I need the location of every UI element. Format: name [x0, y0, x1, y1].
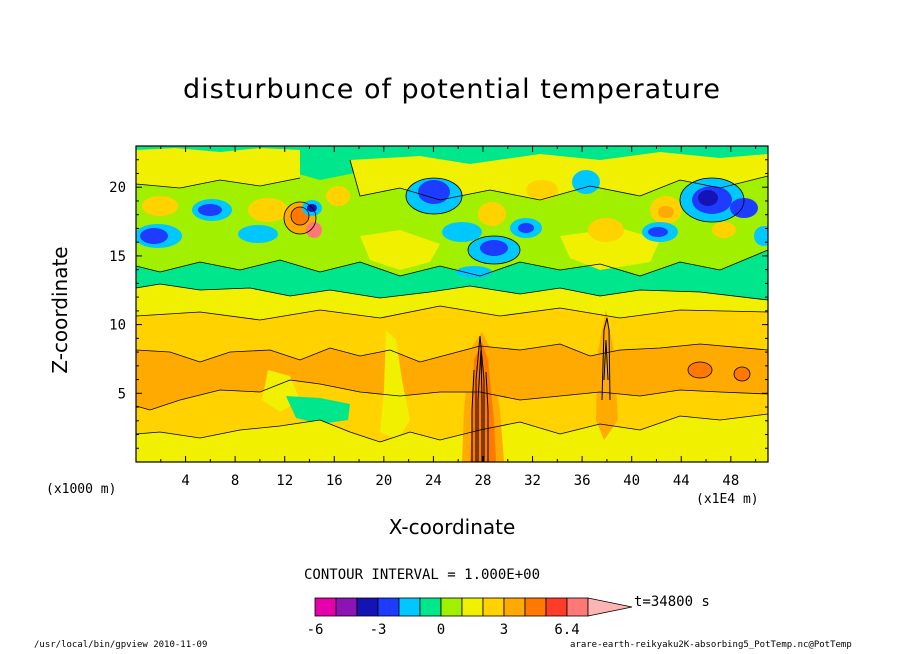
blob-blue	[198, 204, 222, 216]
x-tick-label: 8	[231, 473, 239, 489]
colorbar-swatch	[398, 597, 421, 617]
blob-darkblue	[698, 190, 718, 206]
x-tick-label: 12	[276, 473, 293, 489]
colorbar-swatch	[482, 597, 505, 617]
time-label: t=34800 s	[634, 594, 710, 610]
chart-title: disturbunce of potential temperature	[183, 74, 721, 105]
blob-orange	[248, 198, 288, 222]
field-upper-yellow-4	[560, 228, 660, 270]
x-tick-label: 44	[673, 473, 690, 489]
blob-orange	[142, 196, 178, 216]
x-axis: 4 8 12 16 20 24 28 32 36 40 44 48	[160, 146, 757, 489]
y-tick-label: 15	[109, 249, 126, 265]
x-tick-label: 24	[425, 473, 442, 489]
colorbar-label: -3	[370, 622, 387, 638]
colorbar-swatch	[356, 597, 379, 617]
colorbar-arrow	[587, 597, 633, 617]
contour-interval: CONTOUR INTERVAL = 1.000E+00	[304, 567, 541, 583]
x-axis-label: X-coordinate	[388, 515, 516, 539]
colorbar-label: 3	[500, 622, 508, 638]
colorbar-swatch	[545, 597, 568, 617]
blob-blue	[140, 228, 168, 244]
blob-orange	[326, 186, 350, 206]
y-axis-label: Z-coordinate	[48, 246, 72, 374]
colorbar-swatch	[419, 597, 442, 617]
x-tick-label: 32	[524, 473, 541, 489]
colorbar-swatch	[377, 597, 400, 617]
x-tick-label: 4	[181, 473, 189, 489]
blob-cyan	[238, 225, 278, 243]
blob-orange	[526, 180, 558, 200]
blob-orange	[712, 222, 736, 238]
blob-orange	[588, 218, 624, 242]
blob-blue	[730, 198, 758, 218]
colorbar-swatch	[314, 597, 337, 617]
plot-frame	[135, 145, 769, 463]
convective-column-2	[596, 310, 618, 440]
x-tick-label: 48	[722, 473, 739, 489]
colorbar-label: -6	[307, 622, 324, 638]
colorbar: -6 -3 0 3 6.4	[307, 597, 633, 638]
field-upper-yellow	[136, 148, 300, 188]
colorbar-swatch	[335, 597, 358, 617]
blob-blue	[480, 240, 508, 256]
x-unit-note: (x1000 m)	[46, 482, 117, 497]
footer-right: arare-earth-reikyaku2K-absorbing5_PotTem…	[570, 640, 852, 650]
blob-cyan	[442, 222, 482, 242]
blob-darkorange	[734, 367, 750, 381]
x-unit-note-right: (x1E4 m)	[696, 492, 759, 507]
x-tick-label: 20	[375, 473, 392, 489]
blob-orange	[658, 206, 674, 218]
colorbar-swatch	[503, 597, 526, 617]
x-tick-label: 16	[326, 473, 343, 489]
plot-area	[136, 146, 768, 462]
blob-blue	[648, 227, 668, 237]
blob-cyan	[754, 226, 768, 246]
blob-blue	[518, 223, 534, 233]
colorbar-swatch	[461, 597, 484, 617]
blob-darkorange	[688, 362, 712, 378]
column-contours	[471, 317, 611, 462]
colorbar-label: 0	[437, 622, 445, 638]
footer-left: /usr/local/bin/gpview 2010-11-09	[34, 640, 208, 650]
field-mid-yellow	[380, 330, 410, 440]
colorbar-swatch	[440, 597, 463, 617]
x-tick-label: 28	[475, 473, 492, 489]
contour-lines	[136, 159, 768, 443]
blob-orange	[306, 222, 322, 238]
y-tick-label: 5	[118, 386, 126, 402]
colorbar-swatch	[566, 597, 589, 617]
field-upper-yellow-3	[360, 230, 440, 270]
blob-cyan	[572, 170, 600, 194]
colorbar-label: 6.4	[554, 622, 579, 638]
y-tick-label: 10	[109, 318, 126, 334]
field-low-green	[286, 396, 350, 424]
blob-orange	[478, 202, 506, 226]
blob-blue	[418, 180, 450, 204]
x-tick-label: 40	[623, 473, 640, 489]
blob-cyan	[456, 266, 492, 278]
x-tick-label: 36	[574, 473, 591, 489]
colorbar-swatch	[524, 597, 547, 617]
y-tick-label: 20	[109, 180, 126, 196]
y-axis: 5 10 15 20	[109, 159, 768, 449]
